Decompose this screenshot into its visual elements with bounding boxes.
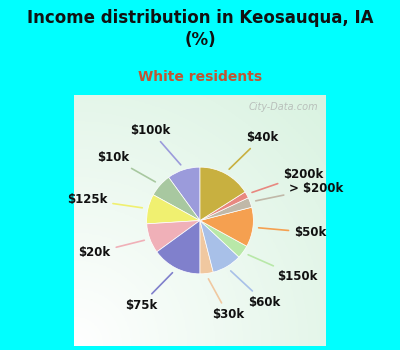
Text: White residents: White residents — [138, 70, 262, 84]
Wedge shape — [200, 220, 213, 274]
Text: $200k: $200k — [252, 168, 323, 192]
Text: > $200k: > $200k — [256, 182, 344, 201]
Text: $150k: $150k — [248, 255, 317, 283]
Wedge shape — [200, 207, 253, 246]
Wedge shape — [169, 167, 200, 220]
Wedge shape — [147, 220, 200, 252]
Wedge shape — [200, 198, 252, 220]
Wedge shape — [200, 167, 245, 220]
Text: $100k: $100k — [130, 124, 181, 165]
Wedge shape — [200, 192, 248, 220]
Wedge shape — [157, 220, 200, 274]
Text: $125k: $125k — [67, 193, 142, 208]
Text: $50k: $50k — [259, 226, 326, 239]
Text: $60k: $60k — [231, 271, 280, 309]
Wedge shape — [200, 220, 239, 272]
Wedge shape — [200, 220, 247, 257]
Text: $30k: $30k — [208, 279, 244, 321]
Text: $10k: $10k — [97, 151, 155, 182]
Text: City-Data.com: City-Data.com — [249, 102, 318, 112]
Wedge shape — [147, 195, 200, 224]
Text: $20k: $20k — [79, 240, 144, 259]
Wedge shape — [153, 177, 200, 220]
Text: $40k: $40k — [229, 131, 278, 169]
Text: Income distribution in Keosauqua, IA
(%): Income distribution in Keosauqua, IA (%) — [27, 9, 373, 49]
Text: $75k: $75k — [125, 273, 172, 312]
